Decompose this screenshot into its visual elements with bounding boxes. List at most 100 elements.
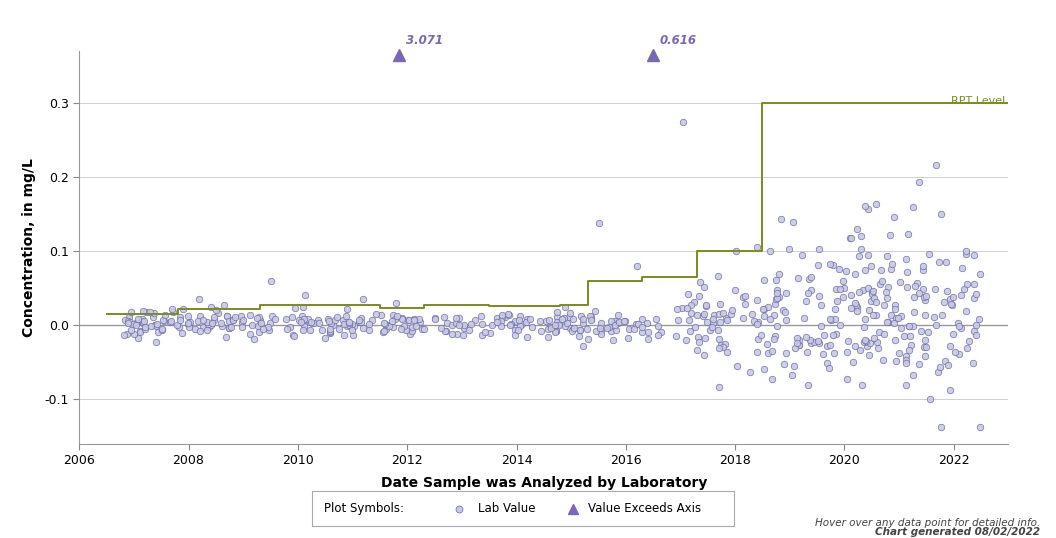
- Text: Plot Symbols:: Plot Symbols:: [324, 502, 404, 515]
- Point: [200, 320, 216, 328]
- Point: [506, 330, 523, 339]
- Point: [945, 329, 962, 338]
- Point: [946, 348, 963, 356]
- Point: [181, 323, 197, 331]
- Point: [965, 280, 982, 289]
- Point: [788, 334, 805, 342]
- Point: [879, 283, 895, 292]
- Point: [154, 316, 171, 325]
- Text: Value Exceeds Axis: Value Exceeds Axis: [588, 502, 701, 515]
- Point: [322, 327, 339, 335]
- Point: [847, 301, 864, 309]
- Point: [203, 321, 220, 330]
- Point: [881, 231, 898, 239]
- Point: [295, 302, 312, 311]
- Point: [393, 314, 410, 322]
- Point: [202, 302, 219, 311]
- Point: [127, 321, 144, 330]
- Point: [610, 310, 627, 319]
- Point: [667, 331, 684, 340]
- Point: [451, 313, 468, 322]
- Point: [940, 361, 957, 370]
- Point: [564, 327, 581, 336]
- Point: [727, 286, 743, 294]
- Text: 3.071: 3.071: [406, 34, 442, 47]
- Point: [967, 330, 984, 339]
- Point: [215, 301, 232, 309]
- Point: [843, 303, 860, 312]
- Point: [542, 323, 559, 331]
- Point: [965, 251, 982, 259]
- Point: [867, 311, 884, 320]
- Point: [928, 161, 945, 170]
- Point: [945, 293, 962, 301]
- Point: [550, 321, 567, 329]
- Point: [835, 284, 852, 292]
- Point: [855, 323, 872, 332]
- Point: [914, 266, 931, 274]
- Point: [386, 315, 403, 324]
- Point: [860, 250, 876, 259]
- Point: [287, 303, 304, 312]
- Point: [218, 333, 234, 342]
- Point: [901, 345, 918, 354]
- Point: [932, 210, 949, 218]
- Point: [863, 261, 880, 270]
- Point: [735, 293, 752, 301]
- Point: [785, 217, 802, 226]
- Point: [224, 315, 241, 324]
- Point: [749, 320, 766, 329]
- Point: [770, 270, 787, 278]
- Point: [718, 315, 735, 324]
- Point: [972, 270, 988, 278]
- Point: [695, 312, 712, 321]
- Point: [905, 308, 922, 317]
- Point: [396, 321, 413, 330]
- Point: [322, 329, 339, 337]
- Point: [953, 323, 969, 332]
- Point: [954, 264, 970, 272]
- Point: [360, 320, 377, 328]
- Point: [861, 351, 878, 359]
- Point: [697, 334, 714, 343]
- Point: [410, 314, 427, 323]
- Point: [501, 311, 517, 320]
- Point: [639, 328, 656, 336]
- Point: [968, 320, 985, 329]
- Point: [905, 370, 922, 379]
- Point: [559, 318, 576, 327]
- Point: [749, 348, 766, 356]
- Point: [250, 313, 267, 322]
- Point: [691, 292, 708, 301]
- Point: [172, 313, 189, 321]
- Point: [355, 324, 372, 332]
- Point: [284, 331, 301, 339]
- Point: [811, 292, 828, 300]
- Point: [582, 313, 599, 321]
- Point: [911, 360, 928, 369]
- Point: [705, 311, 722, 320]
- Point: [627, 320, 644, 329]
- Point: [201, 323, 218, 331]
- Point: [749, 243, 766, 252]
- Point: [797, 297, 814, 306]
- Point: [122, 307, 139, 316]
- Point: [320, 314, 337, 323]
- Point: [310, 319, 327, 328]
- Point: [638, 318, 655, 327]
- Point: [875, 301, 892, 309]
- Point: [851, 252, 868, 261]
- Point: [943, 300, 960, 309]
- Point: [889, 314, 906, 323]
- Point: [755, 312, 772, 320]
- Point: [572, 325, 589, 334]
- Point: [150, 328, 167, 336]
- Point: [865, 334, 882, 342]
- Point: [118, 329, 135, 338]
- Point: [147, 321, 164, 330]
- Point: [776, 308, 793, 316]
- Point: [503, 320, 520, 329]
- Point: [791, 341, 808, 350]
- Point: [506, 316, 523, 325]
- Point: [233, 312, 250, 320]
